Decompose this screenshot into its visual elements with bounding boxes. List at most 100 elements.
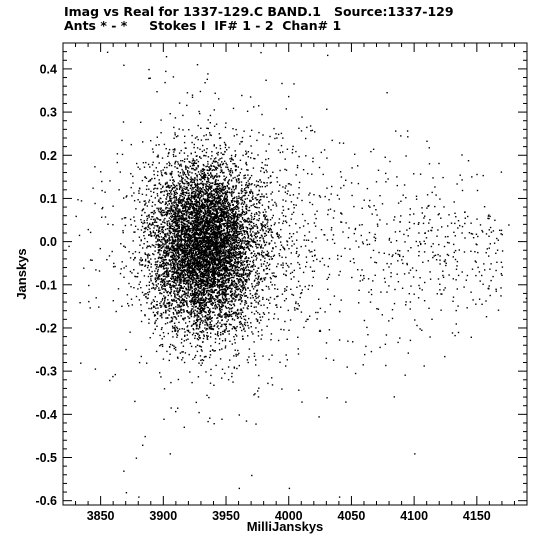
data-point [304, 234, 306, 237]
data-point [258, 300, 261, 302]
data-point [372, 249, 375, 252]
data-point [182, 302, 184, 304]
data-point [154, 212, 156, 214]
data-point [154, 261, 157, 263]
data-point [230, 223, 232, 225]
data-point [221, 246, 223, 249]
data-point [241, 309, 243, 312]
data-point [171, 214, 173, 217]
data-point [234, 286, 237, 289]
data-point [181, 246, 183, 249]
data-point [212, 205, 215, 208]
data-point [219, 137, 222, 139]
data-point [222, 214, 224, 216]
data-point [250, 233, 252, 235]
data-point [467, 160, 470, 162]
data-point [193, 221, 195, 223]
data-point [247, 242, 249, 244]
data-point [160, 306, 162, 308]
data-point [133, 220, 136, 222]
data-point [195, 242, 197, 244]
data-point [211, 212, 214, 214]
data-point [166, 284, 168, 286]
data-point [299, 285, 301, 287]
data-point [235, 286, 238, 288]
data-point [210, 289, 212, 291]
data-point [166, 322, 169, 324]
data-point [177, 251, 179, 253]
data-point [298, 389, 300, 391]
data-point [147, 291, 149, 294]
data-point [215, 364, 217, 367]
data-point [152, 230, 155, 232]
data-point [158, 287, 160, 289]
data-point [241, 335, 244, 337]
data-point [173, 213, 175, 216]
data-point [236, 265, 239, 268]
data-point [178, 253, 180, 255]
data-point [168, 252, 170, 254]
data-point [208, 184, 211, 186]
data-point [171, 188, 173, 190]
data-point [179, 238, 181, 240]
data-point [159, 197, 161, 199]
data-point [296, 231, 298, 233]
data-point [191, 292, 193, 294]
data-point [171, 236, 173, 239]
data-point [172, 213, 175, 215]
data-point [189, 331, 191, 334]
data-point [222, 284, 224, 287]
data-point [210, 257, 212, 259]
data-point [323, 149, 326, 151]
data-point [205, 231, 207, 233]
data-point [203, 207, 205, 210]
data-point [167, 275, 170, 278]
data-point [197, 328, 200, 330]
data-point [164, 275, 166, 277]
data-point [176, 301, 178, 304]
data-point [243, 328, 245, 331]
data-point [234, 234, 236, 237]
data-point [210, 165, 212, 167]
data-point [271, 231, 274, 233]
data-point [160, 170, 162, 172]
data-point [219, 185, 221, 187]
data-point [229, 294, 232, 297]
data-point [146, 219, 148, 221]
data-point [197, 165, 200, 167]
data-point [201, 176, 203, 178]
data-point [242, 315, 245, 318]
data-point [158, 162, 160, 164]
data-point [132, 252, 134, 255]
data-point [224, 268, 226, 271]
data-point [477, 251, 479, 254]
data-point [191, 212, 194, 215]
data-point [179, 243, 181, 246]
data-point [160, 132, 162, 134]
data-point [418, 284, 420, 287]
data-point [189, 223, 192, 226]
data-point [153, 314, 156, 316]
data-point [149, 179, 151, 181]
data-point [173, 205, 176, 207]
data-point [246, 197, 248, 200]
data-point [143, 200, 145, 202]
data-point [178, 227, 180, 229]
data-point [172, 268, 174, 270]
data-point [163, 285, 165, 287]
data-point [298, 181, 301, 184]
data-point [252, 266, 254, 268]
data-point [248, 348, 251, 350]
data-point [129, 270, 132, 273]
data-point [219, 311, 221, 313]
data-point [253, 203, 255, 205]
data-point [307, 288, 309, 290]
data-point [260, 244, 263, 246]
data-point [255, 212, 258, 214]
data-point [149, 337, 151, 339]
data-point [175, 191, 177, 194]
data-point [374, 261, 376, 263]
data-point [203, 177, 205, 180]
data-point [215, 205, 217, 208]
data-point [245, 302, 248, 304]
